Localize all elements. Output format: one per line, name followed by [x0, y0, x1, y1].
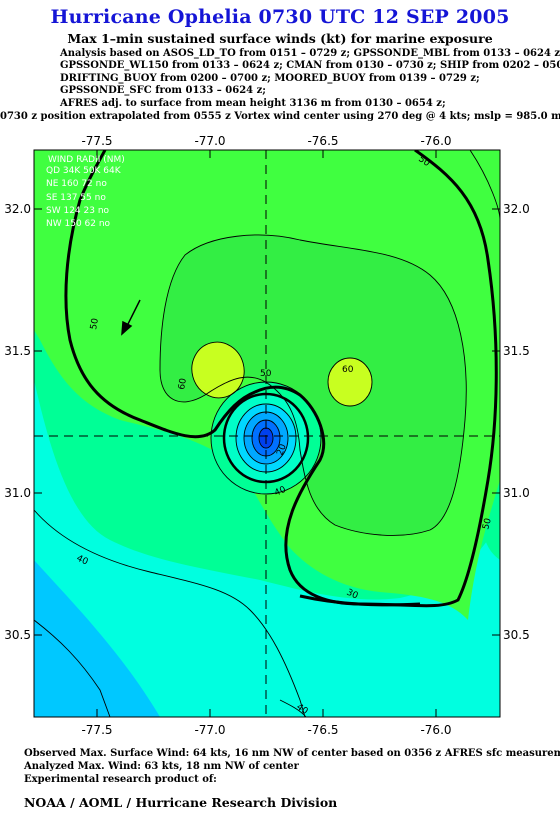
- analysis-line: DRIFTING_BUOY from 0200 – 0700 z; MOORED…: [60, 72, 480, 84]
- lat-labels-right: 32.0 31.5 31.0 30.5: [503, 202, 530, 642]
- lon-label: -77.0: [194, 723, 225, 737]
- contour-40: [34, 509, 306, 717]
- legend-row: NW 150 62 no: [46, 219, 111, 229]
- contour-label: 60: [342, 365, 354, 375]
- contour-labels: 50 50 60 60 50 40 20 30 40 50 40 40 50: [75, 154, 494, 717]
- analysis-line: GPSSONDE_WL150 from 0133 – 0624 z; CMAN …: [60, 60, 560, 72]
- legend-row: SE 137 55 no: [46, 193, 106, 203]
- legend-row: SW 124 23 no: [46, 206, 110, 216]
- analyzed-max-wind: Analyzed Max. Wind: 63 kts, 18 nm NW of …: [24, 760, 299, 772]
- crosshair: [34, 150, 500, 717]
- plot-frame: [33, 149, 501, 718]
- wind-max-west: [191, 342, 245, 398]
- contour-50-lower: [299, 594, 421, 607]
- wind-band-20-30: [34, 560, 160, 717]
- lon-label: -76.0: [420, 723, 451, 737]
- wind-max-east: [328, 358, 372, 406]
- contour-60: [159, 234, 467, 536]
- lat-label: 32.0: [503, 202, 530, 216]
- lat-label: 31.0: [4, 486, 31, 500]
- footer-notes: Observed Max. Surface Wind: 64 kts, 16 n…: [24, 748, 560, 786]
- lat-label: 31.5: [4, 344, 31, 358]
- contour-60-west: [191, 341, 245, 399]
- contour-50-thick: [64, 150, 498, 608]
- contour-60-east: [327, 357, 373, 407]
- lat-label: 30.5: [4, 628, 31, 642]
- lon-labels-top: -77.5 -77.0 -76.5 -76.0: [81, 134, 451, 148]
- lon-label: -77.0: [194, 134, 225, 148]
- analysis-line: GPSSONDE_SFC from 0133 – 0624 z;: [60, 85, 266, 97]
- contour-label: 50: [481, 517, 494, 531]
- contour-label: 50: [260, 369, 272, 379]
- legend-header: QD 34K 50K 64K: [46, 166, 122, 176]
- wind-field: WIND RADII (NM) QD 34K 50K 64K NE 160 72…: [34, 150, 500, 717]
- axis-ticks: [34, 150, 500, 717]
- lat-labels-left: 32.0 31.5 31.0 30.5: [4, 202, 31, 642]
- map-title: Hurricane Ophelia 0730 UTC 12 SEP 2005: [50, 6, 510, 28]
- lon-label: -76.5: [307, 723, 338, 737]
- contour-label: 20: [275, 443, 288, 457]
- lat-label: 30.5: [503, 628, 530, 642]
- map-subtitle: Max 1–min sustained surface winds (kt) f…: [67, 31, 493, 46]
- lon-label: -77.5: [81, 134, 112, 148]
- lat-label: 32.0: [4, 202, 31, 216]
- position-line: 0730 z position extrapolated from 0555 z…: [0, 111, 560, 122]
- legend-row: NE 160 72 no: [46, 179, 107, 189]
- lon-label: -77.5: [81, 723, 112, 737]
- contour-label: 50: [89, 317, 101, 330]
- contour-label: 40: [75, 554, 90, 568]
- contour-30: [34, 619, 111, 717]
- motion-arrow: [121, 299, 141, 336]
- contour-label: 60: [177, 377, 189, 390]
- analysis-sources: Analysis based on ASOS_LD_TO from 0151 –…: [60, 48, 560, 110]
- contour-label: 40: [273, 485, 288, 499]
- wind-radii-legend: WIND RADII (NM) QD 34K 50K 64K NE 160 72…: [46, 155, 125, 229]
- organization-name: NOAA / AOML / Hurricane Research Divisio…: [24, 795, 338, 810]
- lon-labels-bottom: -77.5 -77.0 -76.5 -76.0: [81, 723, 451, 737]
- wind-band-60-70: [160, 235, 467, 536]
- contour-label: 30: [345, 588, 360, 602]
- lon-label: -76.5: [307, 134, 338, 148]
- analysis-line: Analysis based on ASOS_LD_TO from 0151 –…: [60, 48, 560, 59]
- lat-label: 31.0: [503, 486, 530, 500]
- analysis-line: AFRES adj. to surface from mean height 3…: [60, 97, 446, 109]
- contour-40-corner: [279, 699, 307, 717]
- legend-title: WIND RADII (NM): [48, 155, 125, 165]
- observed-max-wind: Observed Max. Surface Wind: 64 kts, 16 n…: [24, 748, 560, 759]
- lon-label: -76.0: [420, 134, 451, 148]
- product-note: Experimental research product of:: [24, 773, 217, 785]
- lat-label: 31.5: [503, 344, 530, 358]
